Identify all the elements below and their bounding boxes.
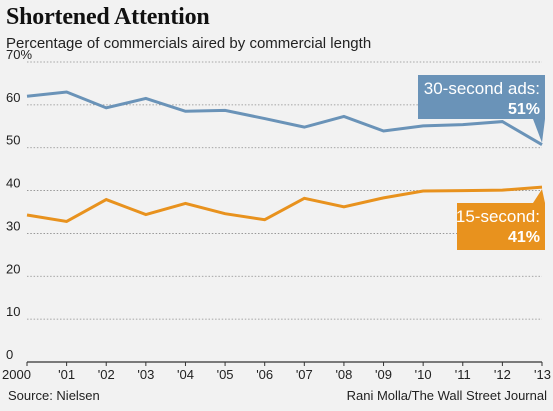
x-tick-label: '03: [137, 367, 154, 382]
series-line-s15: [26, 185, 543, 223]
x-tick-label: 2000: [2, 367, 31, 382]
credit-note: Rani Molla/The Wall Street Journal: [346, 388, 547, 403]
source-note: Source: Nielsen: [8, 388, 100, 403]
series-line-s30: [26, 90, 543, 147]
y-tick-label: 50: [6, 133, 20, 148]
callout-box: [457, 203, 545, 250]
x-tick-label: '09: [375, 367, 392, 382]
callout-value: 51%: [508, 101, 540, 118]
callout-pointer: [533, 119, 545, 143]
x-tick-label: '02: [98, 367, 115, 382]
y-tick-label: 10: [6, 304, 20, 319]
y-tick-label: 0: [6, 347, 13, 362]
y-tick-label: 40: [6, 176, 20, 191]
x-tick-label: '05: [217, 367, 234, 382]
callout-s15: 15-second: 41%: [456, 189, 545, 250]
x-tick-label: '11: [455, 367, 471, 382]
chart-subtitle: Percentage of commercials aired by comme…: [6, 35, 372, 52]
x-tick-label: '04: [177, 367, 194, 382]
y-tick-label: 30: [6, 218, 20, 233]
callout-label: 15-second:: [456, 207, 540, 226]
callout-s30: 30-second ads: 51%: [418, 75, 545, 143]
callout-label: 30-second ads:: [424, 79, 540, 98]
x-tick-label: '13: [534, 367, 551, 382]
y-tick-label: 60: [6, 90, 20, 105]
callout-box: [418, 75, 545, 119]
y-tick-label: 20: [6, 261, 20, 276]
series-layer: [26, 90, 543, 223]
callout-layer: 30-second ads: 51% 15-second: 41%: [418, 75, 545, 250]
x-tick-labels: 2000 '01 '02 '03 '04 '05 '06 '07 '08 '09 '10 '11 '12…: [2, 362, 551, 382]
callout-pointer: [533, 189, 545, 203]
chart-title: Shortened Attention: [6, 4, 210, 30]
x-tick-label: '07: [296, 367, 313, 382]
x-tick-label: '01: [58, 367, 75, 382]
y-tick-label: 70%: [6, 47, 32, 62]
x-tick-label: '12: [494, 367, 511, 382]
x-tick-label: '06: [256, 367, 273, 382]
callout-value: 41%: [508, 229, 540, 246]
x-tick-label: '10: [415, 367, 432, 382]
y-tick-labels: 70% 60 50 40 30 20 10 0: [6, 47, 32, 362]
x-tick-label: '08: [335, 367, 352, 382]
